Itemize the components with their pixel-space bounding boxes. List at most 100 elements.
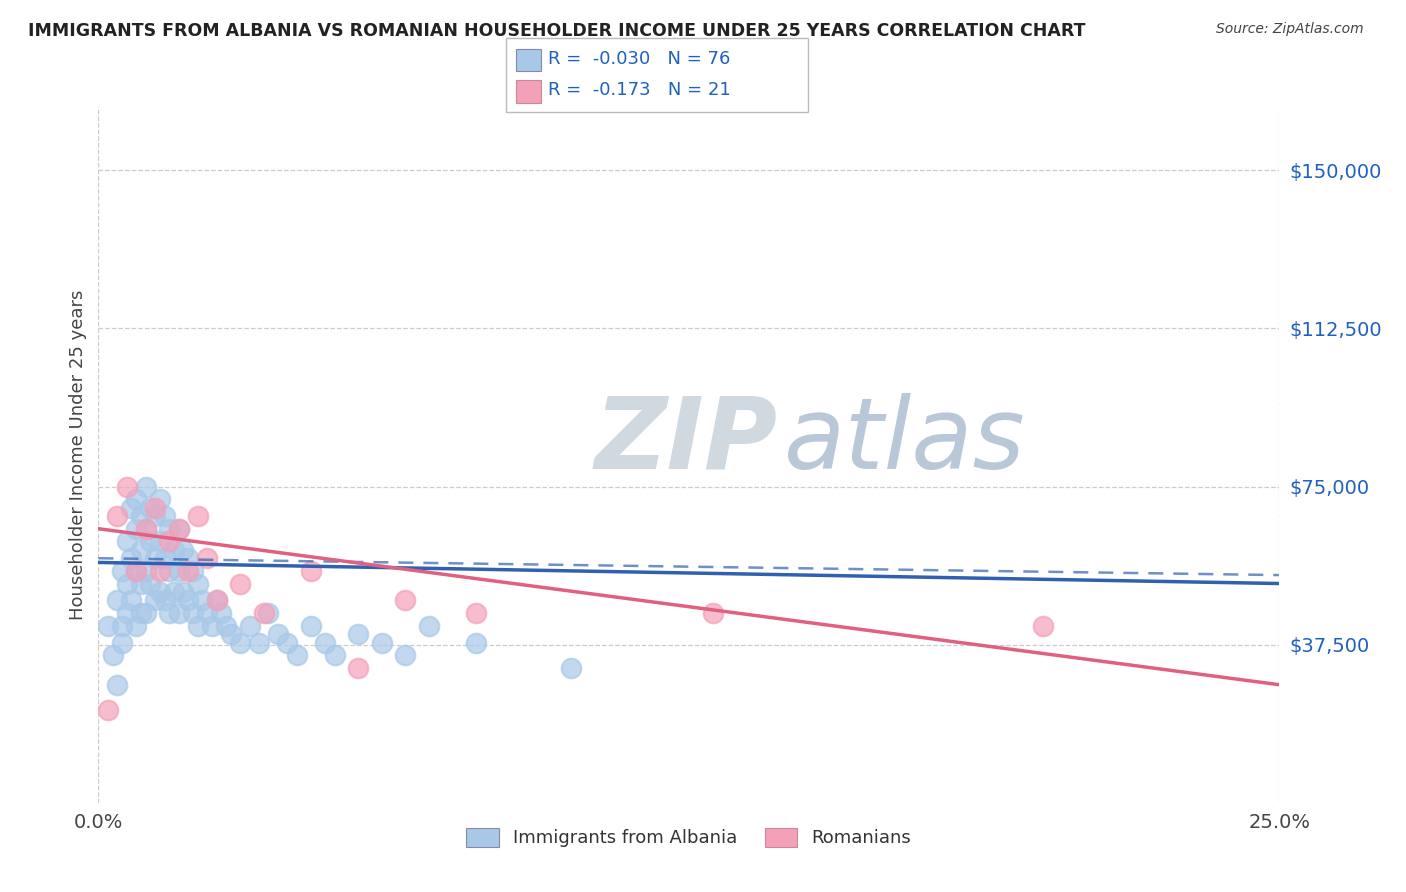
Point xyxy=(143,500,166,515)
Point xyxy=(191,593,214,607)
Point xyxy=(394,593,416,607)
Point xyxy=(418,618,440,632)
Point xyxy=(187,576,209,591)
Point xyxy=(163,585,186,599)
Point xyxy=(157,606,180,620)
Point xyxy=(153,593,176,607)
Point xyxy=(139,576,162,591)
Point xyxy=(172,585,194,599)
Point xyxy=(139,534,162,549)
Point xyxy=(97,703,120,717)
Point xyxy=(153,551,176,566)
Point xyxy=(371,635,394,649)
Point xyxy=(135,522,157,536)
Point xyxy=(139,500,162,515)
Point xyxy=(347,627,370,641)
Point xyxy=(267,627,290,641)
Point xyxy=(157,534,180,549)
Point xyxy=(177,564,200,578)
Point xyxy=(299,618,322,632)
Point xyxy=(209,606,232,620)
Point xyxy=(111,635,134,649)
Point xyxy=(143,509,166,524)
Point xyxy=(157,564,180,578)
Point xyxy=(115,534,138,549)
Point xyxy=(215,618,238,632)
Point xyxy=(253,606,276,620)
Point xyxy=(111,564,134,578)
Point xyxy=(129,542,152,557)
Point xyxy=(129,509,152,524)
Point xyxy=(394,648,416,663)
Point xyxy=(97,618,120,632)
Point xyxy=(143,593,166,607)
Point xyxy=(195,551,218,566)
Point xyxy=(239,618,262,632)
Text: IMMIGRANTS FROM ALBANIA VS ROMANIAN HOUSEHOLDER INCOME UNDER 25 YEARS CORRELATIO: IMMIGRANTS FROM ALBANIA VS ROMANIAN HOUS… xyxy=(28,22,1085,40)
Point xyxy=(187,618,209,632)
Y-axis label: Householder Income Under 25 years: Householder Income Under 25 years xyxy=(69,290,87,620)
Point xyxy=(149,492,172,507)
Point xyxy=(167,522,190,536)
Point xyxy=(129,606,152,620)
Point xyxy=(347,661,370,675)
Point xyxy=(167,564,190,578)
Point xyxy=(172,542,194,557)
Point xyxy=(125,618,148,632)
Point xyxy=(105,509,128,524)
Point xyxy=(115,479,138,493)
Point xyxy=(115,606,138,620)
Point xyxy=(121,551,143,566)
Point xyxy=(323,648,346,663)
Point xyxy=(465,606,488,620)
Point xyxy=(125,564,148,578)
Point xyxy=(177,593,200,607)
Point xyxy=(702,606,724,620)
Point xyxy=(143,551,166,566)
Point xyxy=(121,593,143,607)
Point xyxy=(181,564,204,578)
Text: R =  -0.173   N = 21: R = -0.173 N = 21 xyxy=(548,81,731,99)
Point xyxy=(125,522,148,536)
Point xyxy=(135,564,157,578)
Point xyxy=(153,509,176,524)
Point xyxy=(201,618,224,632)
Point xyxy=(229,576,252,591)
Legend: Immigrants from Albania, Romanians: Immigrants from Albania, Romanians xyxy=(457,819,921,856)
Text: atlas: atlas xyxy=(783,392,1025,490)
Point xyxy=(167,522,190,536)
Text: Source: ZipAtlas.com: Source: ZipAtlas.com xyxy=(1216,22,1364,37)
Point xyxy=(135,606,157,620)
Point xyxy=(285,648,308,663)
Point xyxy=(465,635,488,649)
Point xyxy=(177,551,200,566)
Point xyxy=(149,564,172,578)
Text: R =  -0.030   N = 76: R = -0.030 N = 76 xyxy=(548,50,731,68)
Point xyxy=(149,585,172,599)
Point xyxy=(1032,618,1054,632)
Point xyxy=(229,635,252,649)
Point xyxy=(149,534,172,549)
Point xyxy=(101,648,124,663)
Point xyxy=(205,593,228,607)
Point xyxy=(195,606,218,620)
Point xyxy=(247,635,270,649)
Point xyxy=(187,509,209,524)
Point xyxy=(257,606,280,620)
Point xyxy=(314,635,336,649)
Point xyxy=(276,635,298,649)
Point xyxy=(135,522,157,536)
Point xyxy=(125,492,148,507)
Point xyxy=(163,542,186,557)
Point xyxy=(560,661,582,675)
Point xyxy=(111,618,134,632)
Point xyxy=(167,606,190,620)
Point xyxy=(181,606,204,620)
Point xyxy=(219,627,242,641)
Point xyxy=(125,564,148,578)
Point xyxy=(105,678,128,692)
Point xyxy=(299,564,322,578)
Text: ZIP: ZIP xyxy=(595,392,778,490)
Point xyxy=(129,576,152,591)
Point xyxy=(205,593,228,607)
